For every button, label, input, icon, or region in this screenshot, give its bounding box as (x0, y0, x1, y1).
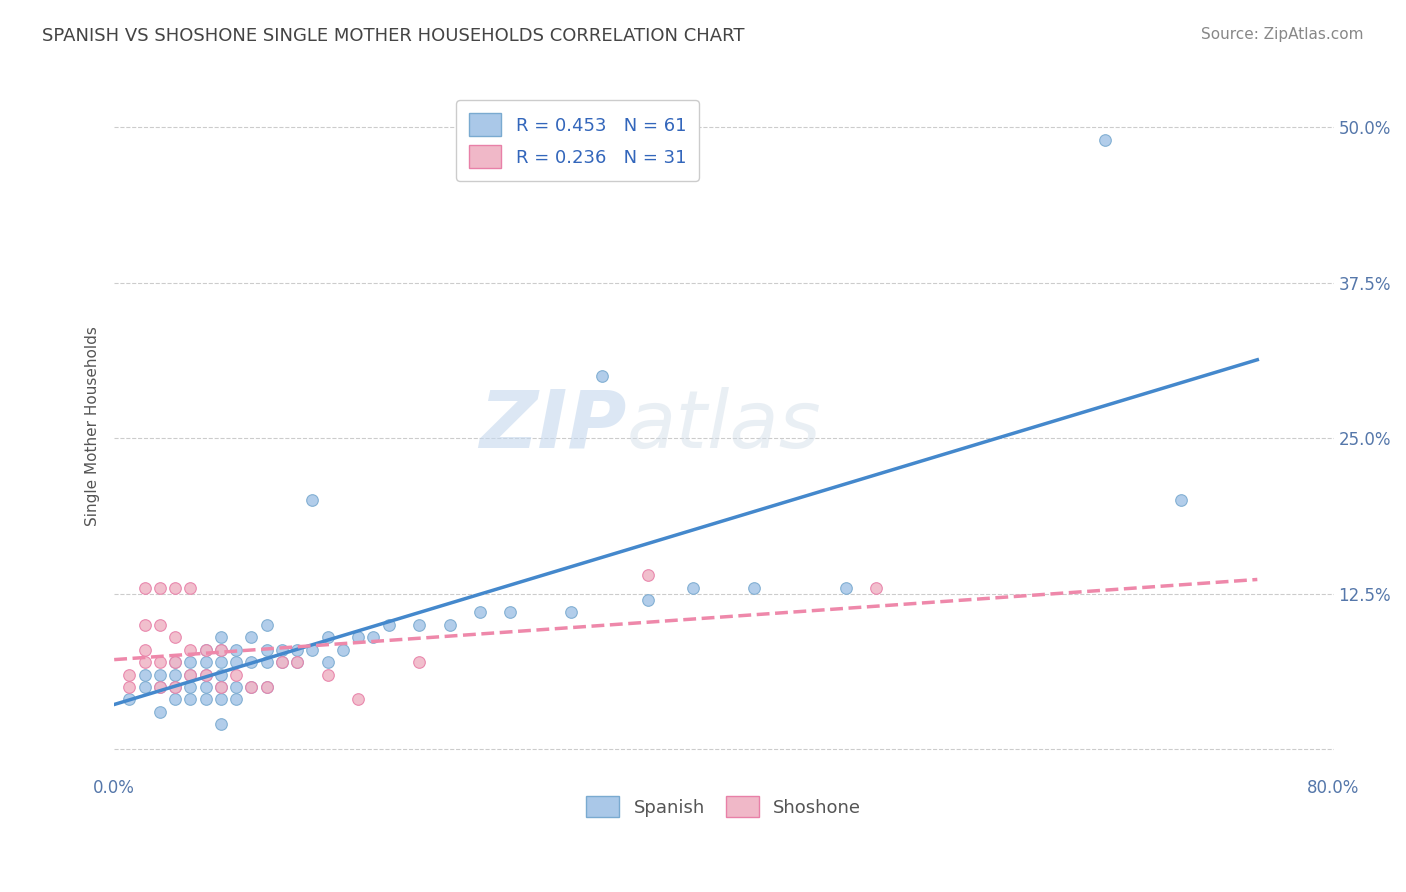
Point (179, 692, 201, 706)
Point (316, 667, 339, 681)
Point (332, 642, 354, 657)
Point (165, 692, 187, 706)
Point (194, 642, 217, 657)
Point (285, 655, 308, 669)
Point (209, 667, 232, 681)
Point (209, 680, 232, 694)
Point (209, 717, 232, 731)
Point (165, 655, 187, 669)
Point (209, 642, 232, 657)
Point (744, 581, 766, 595)
Point (118, 667, 141, 681)
Point (179, 655, 201, 669)
Point (134, 667, 156, 681)
Point (637, 593, 659, 607)
Point (194, 642, 217, 657)
Point (134, 617, 156, 632)
Point (194, 680, 217, 694)
Point (179, 642, 201, 657)
Point (118, 692, 141, 706)
Point (499, 606, 522, 620)
Point (118, 680, 141, 694)
Point (165, 680, 187, 694)
Point (209, 680, 232, 694)
Point (149, 680, 172, 694)
Point (209, 630, 232, 644)
Point (165, 630, 187, 644)
Point (225, 667, 247, 681)
Point (209, 655, 232, 669)
Text: Source: ZipAtlas.com: Source: ZipAtlas.com (1201, 27, 1364, 42)
Point (285, 642, 308, 657)
Point (240, 680, 263, 694)
Point (194, 655, 217, 669)
Text: SPANISH VS SHOSHONE SINGLE MOTHER HOUSEHOLDS CORRELATION CHART: SPANISH VS SHOSHONE SINGLE MOTHER HOUSEH… (42, 27, 745, 45)
Point (256, 642, 278, 657)
Point (194, 667, 217, 681)
Point (1170, 493, 1192, 508)
Point (301, 493, 323, 508)
Point (149, 667, 172, 681)
Point (285, 655, 308, 669)
Point (149, 680, 172, 694)
Point (560, 606, 582, 620)
Point (316, 630, 339, 644)
Point (209, 692, 232, 706)
Point (270, 655, 292, 669)
Point (591, 369, 613, 384)
Point (240, 680, 263, 694)
Point (179, 680, 201, 694)
Y-axis label: Single Mother Households: Single Mother Households (86, 326, 100, 525)
Point (194, 667, 217, 681)
Point (225, 680, 247, 694)
Text: ZIP: ZIP (479, 387, 626, 465)
Point (165, 667, 187, 681)
Point (240, 655, 263, 669)
Point (408, 655, 430, 669)
Point (209, 642, 232, 657)
Point (835, 581, 858, 595)
Point (347, 630, 370, 644)
Point (179, 667, 201, 681)
Point (439, 617, 461, 632)
Point (363, 630, 385, 644)
Text: atlas: atlas (626, 387, 821, 465)
Point (316, 655, 339, 669)
Point (149, 705, 172, 719)
Point (240, 630, 263, 644)
Point (377, 617, 399, 632)
Point (134, 655, 156, 669)
Point (682, 581, 704, 595)
Point (165, 680, 187, 694)
Point (256, 680, 278, 694)
Point (408, 617, 430, 632)
Point (134, 680, 156, 694)
Point (149, 655, 172, 669)
Point (149, 581, 172, 595)
Point (256, 617, 278, 632)
Legend: Spanish, Shoshone: Spanish, Shoshone (579, 789, 869, 824)
Point (256, 680, 278, 694)
Point (225, 692, 247, 706)
Point (165, 655, 187, 669)
Point (347, 692, 370, 706)
Point (134, 581, 156, 595)
Point (134, 642, 156, 657)
Point (256, 655, 278, 669)
Point (225, 655, 247, 669)
Point (865, 581, 887, 595)
Point (301, 642, 323, 657)
Point (270, 655, 292, 669)
Point (194, 692, 217, 706)
Point (637, 568, 659, 582)
Point (270, 642, 292, 657)
Point (468, 606, 491, 620)
Point (165, 581, 187, 595)
Point (179, 581, 201, 595)
Point (225, 642, 247, 657)
Point (149, 617, 172, 632)
Point (1094, 133, 1116, 147)
Point (179, 667, 201, 681)
